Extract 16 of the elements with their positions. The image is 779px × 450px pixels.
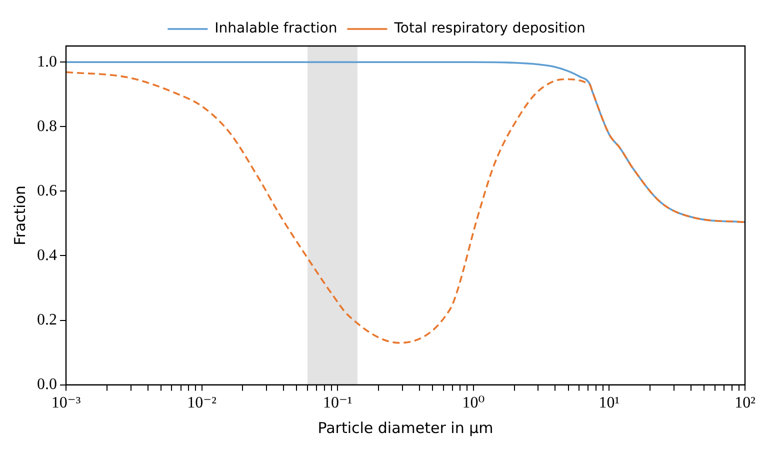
y-tick-label: 0.8 bbox=[37, 118, 57, 135]
y-tick-label: 0.4 bbox=[37, 246, 57, 264]
y-tick-label: 0.0 bbox=[37, 376, 57, 394]
x-tick-label: 10⁰ bbox=[462, 394, 485, 412]
legend-label: Total respiratory deposition bbox=[393, 20, 586, 37]
x-axis-title: Particle diameter in µm bbox=[318, 418, 494, 437]
x-tick-label: 10⁻¹ bbox=[322, 394, 352, 412]
x-tick-label: 10⁻³ bbox=[51, 394, 81, 412]
y-tick-label: 0.2 bbox=[37, 311, 57, 328]
legend-label: Inhalable fraction bbox=[214, 20, 338, 37]
y-axis-title: Fraction bbox=[10, 185, 29, 246]
x-tick-label: 10² bbox=[734, 394, 756, 412]
y-tick-label: 1.0 bbox=[37, 53, 57, 70]
x-tick-label: 10¹ bbox=[598, 394, 620, 412]
y-tick-label: 0.6 bbox=[37, 182, 57, 200]
x-tick-label: 10⁻² bbox=[187, 394, 217, 412]
